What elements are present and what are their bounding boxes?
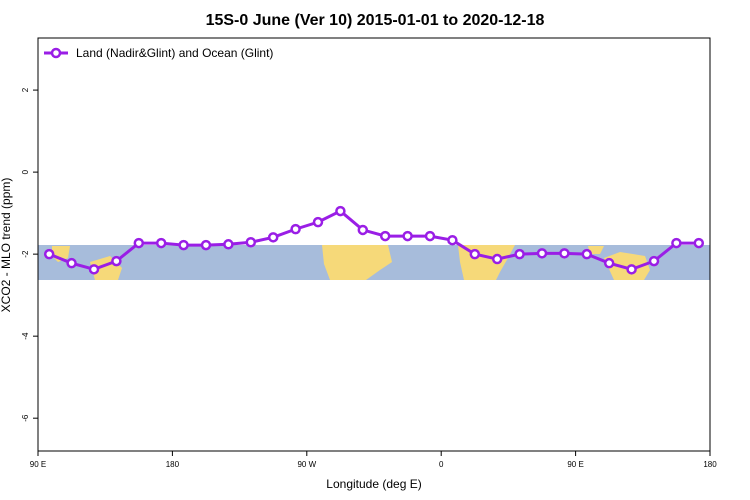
data-point	[402, 230, 413, 242]
data-point	[536, 248, 548, 259]
data-point	[267, 232, 279, 243]
x-axis-label: Longitude (deg E)	[326, 477, 421, 491]
y-tick-label: -4	[21, 332, 30, 340]
data-point	[178, 239, 189, 251]
data-point	[290, 223, 301, 235]
data-point	[469, 248, 481, 260]
data-point	[626, 264, 637, 275]
data-point	[693, 237, 705, 249]
data-point	[514, 248, 525, 260]
y-tick-label: 2	[21, 87, 30, 92]
data-point	[245, 236, 257, 248]
x-tick-label: 180	[166, 460, 180, 469]
plot-frame	[37, 37, 711, 452]
x-tick-label: 0	[439, 460, 444, 469]
data-point	[200, 239, 212, 251]
data-point	[312, 216, 324, 228]
legend-marker	[50, 47, 62, 59]
x-tick-label: 90 W	[297, 460, 316, 469]
data-point	[111, 255, 122, 267]
data-point	[88, 264, 100, 275]
data-point	[648, 255, 660, 267]
map-strip	[38, 245, 710, 280]
chart-title: 15S-0 June (Ver 10) 2015-01-01 to 2020-1…	[206, 12, 545, 29]
data-point	[559, 248, 570, 259]
data-point	[671, 237, 682, 249]
data-point	[43, 248, 55, 260]
data-point	[155, 237, 167, 249]
land	[322, 245, 392, 280]
data-point	[603, 257, 615, 269]
data-point	[379, 230, 391, 242]
y-axis-label: XCO2 - MLO trend (ppm)	[0, 178, 13, 313]
y-tick-label: -6	[21, 414, 30, 422]
data-point	[357, 224, 369, 236]
data-point	[223, 239, 234, 250]
x-tick-label: 180	[703, 460, 717, 469]
y-tick-label: 0	[21, 169, 30, 174]
data-point	[133, 237, 145, 249]
x-tick-label: 90 E	[30, 460, 46, 469]
land	[604, 252, 650, 280]
data-point	[491, 253, 503, 265]
data-point	[424, 230, 436, 242]
data-point	[581, 248, 593, 260]
data-point	[335, 205, 346, 217]
data-point	[66, 257, 77, 269]
y-tick-label: -2	[21, 250, 30, 258]
land	[588, 246, 604, 254]
x-tick-label: 90 E	[567, 460, 583, 469]
legend-label: Land (Nadir&Glint) and Ocean (Glint)	[76, 46, 273, 60]
data-point	[447, 234, 458, 246]
